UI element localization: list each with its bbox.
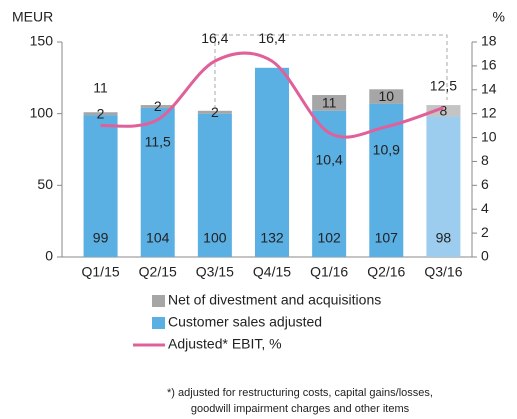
x-tick-label: Q1/15 [82, 264, 120, 280]
bar-label: 11 [322, 95, 337, 111]
legend-swatch [152, 317, 165, 329]
bar-label: 102 [317, 230, 341, 246]
y2-tick-label: 12 [481, 104, 497, 120]
line-label: 11 [93, 79, 108, 95]
y2-tick-label: 18 [481, 33, 497, 49]
x-tick-label: Q3/16 [424, 264, 462, 280]
ebit-line [100, 51, 444, 139]
footnote: goodwill impairment charges and other it… [191, 403, 410, 415]
bar-label: 10 [378, 88, 394, 104]
bar-label: 2 [154, 98, 162, 114]
line-label: 16,4 [258, 30, 285, 46]
bar-label: 2 [97, 105, 105, 121]
y2-tick-label: 2 [481, 224, 489, 240]
bar [426, 116, 461, 258]
y2-axis-label: % [493, 9, 505, 25]
y-tick-label: 150 [30, 33, 54, 49]
bar [140, 107, 175, 257]
bar-label: 2 [211, 104, 219, 120]
legend-swatch [152, 295, 165, 307]
bar-label: 99 [93, 230, 109, 246]
bar [255, 67, 289, 257]
bar [197, 110, 232, 114]
y2-tick-label: 6 [481, 176, 489, 192]
bar-label: 98 [436, 230, 452, 246]
bar-label: 100 [203, 230, 227, 246]
x-tick-label: Q4/15 [253, 264, 291, 280]
y2-tick-label: 0 [481, 248, 489, 264]
y-tick-label: 50 [37, 176, 53, 192]
x-tick-label: Q2/16 [367, 264, 405, 280]
bar-label: 8 [440, 103, 448, 119]
bar [83, 115, 118, 257]
y-tick-label: 100 [30, 104, 54, 120]
bar [83, 112, 118, 116]
y2-tick-label: 16 [481, 57, 497, 73]
footnote: *) adjusted for restructuring costs, cap… [167, 387, 433, 399]
y2-tick-label: 4 [481, 200, 489, 216]
bar [197, 113, 232, 258]
line-label: 11,5 [145, 133, 171, 149]
legend-label: Adjusted* EBIT, % [168, 336, 282, 352]
y2-tick-label: 8 [481, 152, 489, 168]
line-label: 12,5 [430, 77, 457, 93]
legend-label: Customer sales adjusted [168, 314, 322, 330]
line-label: 16,4 [201, 30, 228, 46]
bar [312, 110, 347, 257]
y2-tick-label: 14 [481, 80, 497, 96]
bar [140, 105, 175, 108]
x-tick-label: Q1/16 [310, 264, 348, 280]
y-axis-label: MEUR [12, 9, 53, 25]
x-tick-label: Q3/15 [196, 264, 234, 280]
bar-label: 132 [260, 230, 284, 246]
bar [369, 89, 404, 104]
line-label: 10,9 [373, 142, 400, 158]
legend-label: Net of divestment and acquisitions [168, 292, 381, 308]
y2-tick-label: 10 [481, 128, 497, 144]
y-tick-label: 0 [45, 248, 53, 264]
bar [312, 95, 347, 111]
bar [426, 105, 461, 117]
bar-label: 104 [146, 230, 170, 246]
line-label: 10,4 [316, 151, 343, 167]
x-tick-label: Q2/15 [139, 264, 177, 280]
bar-label: 107 [375, 230, 399, 246]
